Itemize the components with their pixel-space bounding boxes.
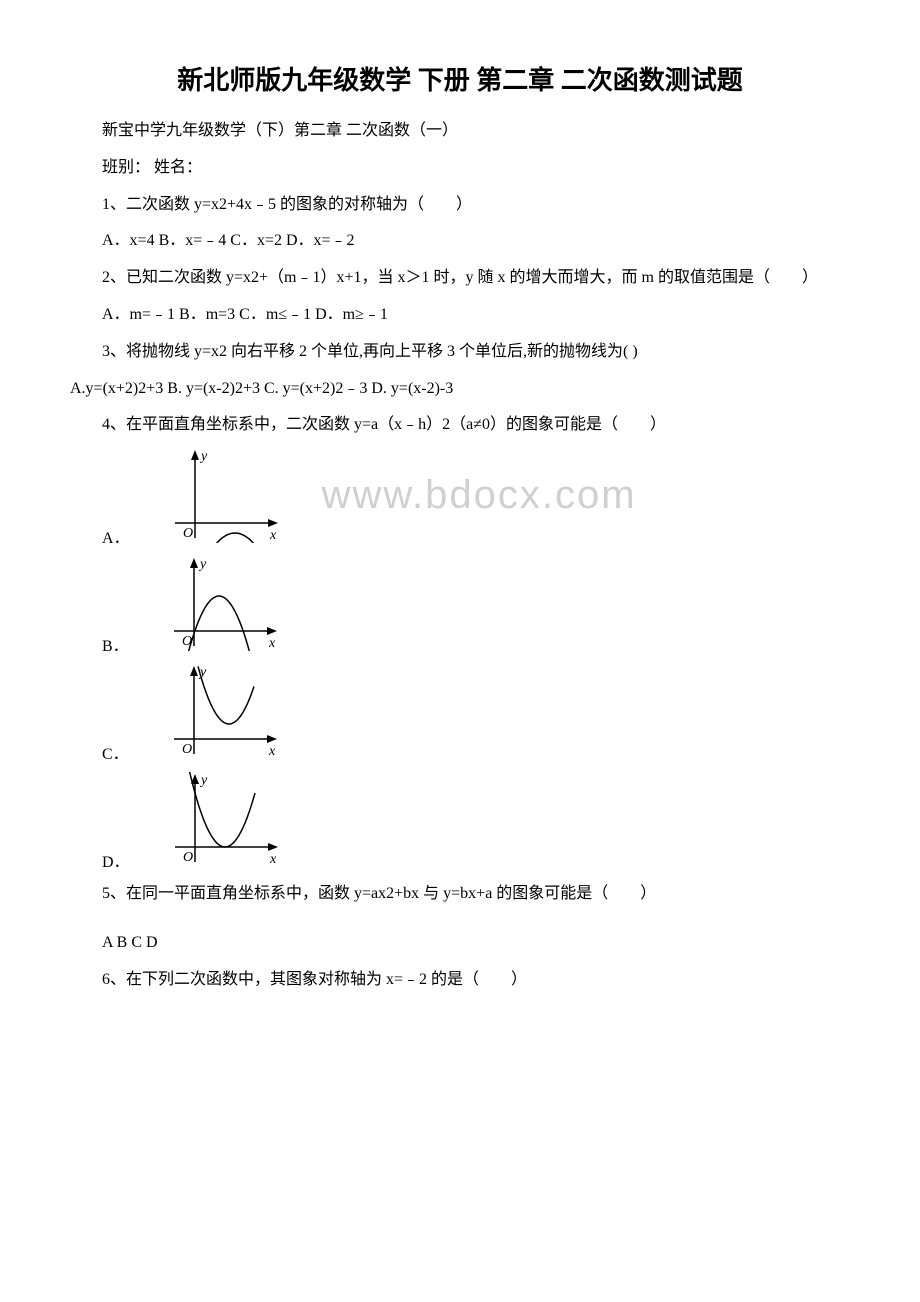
q4-option-b: B． O x y xyxy=(70,556,850,656)
svg-text:O: O xyxy=(182,742,192,757)
page-title: 新北师版九年级数学 下册 第二章 二次函数测试题 xyxy=(70,60,850,97)
q4-graph-d: O x y xyxy=(138,772,280,872)
q4-graph-c: O x y xyxy=(137,664,279,764)
class-name-line: 班别： 姓名： xyxy=(70,154,850,183)
svg-text:x: x xyxy=(268,744,276,759)
q4-option-a-label: A． xyxy=(70,524,130,548)
q4-option-a: A． O x y www.bdocx.com xyxy=(70,448,850,548)
question-5-options: A B C D xyxy=(70,929,850,958)
svg-text:y: y xyxy=(198,665,207,680)
watermark-text: www.bdocx.com xyxy=(290,473,637,518)
svg-text:x: x xyxy=(269,528,277,543)
svg-text:y: y xyxy=(198,557,207,572)
svg-text:O: O xyxy=(182,634,192,649)
question-5: 5、在同一平面直角坐标系中，函数 y=ax2+bx 与 y=bx+a 的图象可能… xyxy=(70,880,850,909)
question-1-options: A．x=4 B．x=﹣4 C．x=2 D．x=﹣2 xyxy=(70,227,850,256)
subtitle: 新宝中学九年级数学（下）第二章 二次函数（一） xyxy=(70,117,850,146)
question-6: 6、在下列二次函数中，其图象对称轴为 x=﹣2 的是（ ） xyxy=(70,966,850,995)
svg-text:x: x xyxy=(268,636,276,651)
question-2: 2、已知二次函数 y=x2+（m﹣1）x+1，当 x＞1 时，y 随 x 的增大… xyxy=(70,264,850,293)
svg-text:O: O xyxy=(183,850,193,865)
svg-text:y: y xyxy=(199,449,208,464)
q4-graph-b: O x y xyxy=(137,556,279,656)
q4-graph-a: O x y xyxy=(138,448,280,548)
q4-option-c: C． O x y xyxy=(70,664,850,764)
q4-option-b-label: B． xyxy=(70,632,129,656)
svg-text:x: x xyxy=(269,852,277,867)
svg-text:O: O xyxy=(183,526,193,541)
question-3-options: A.y=(x+2)2+3 B. y=(x-2)2+3 C. y=(x+2)2﹣3… xyxy=(70,375,850,404)
svg-text:y: y xyxy=(199,773,208,788)
question-4: 4、在平面直角坐标系中，二次函数 y=a（x﹣h）2（a≠0）的图象可能是（ ） xyxy=(70,411,850,440)
question-2-options: A．m=﹣1 B．m=3 C．m≤﹣1 D．m≥﹣1 xyxy=(70,301,850,330)
q4-option-d-label: D． xyxy=(70,848,130,872)
question-1: 1、二次函数 y=x2+4x﹣5 的图象的对称轴为（ ） xyxy=(70,191,850,220)
q4-option-d: D． O x y xyxy=(70,772,850,872)
question-3: 3、将抛物线 y=x2 向右平移 2 个单位,再向上平移 3 个单位后,新的抛物… xyxy=(70,338,850,367)
q4-option-c-label: C． xyxy=(70,740,129,764)
